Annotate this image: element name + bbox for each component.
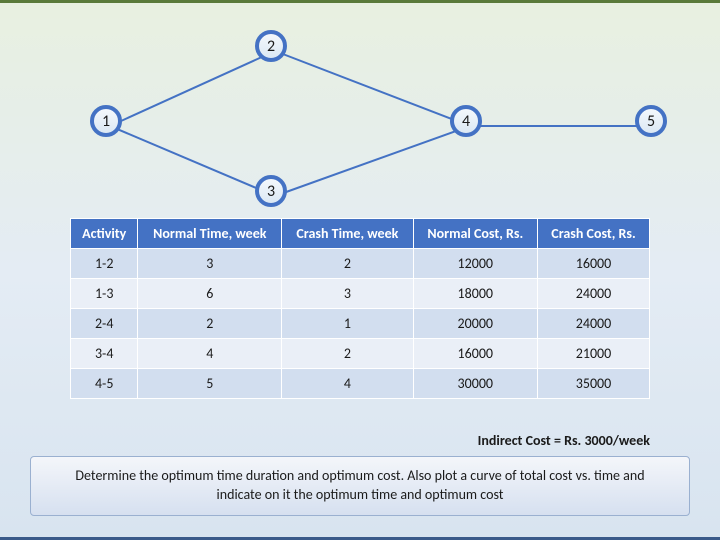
- table-row: 3-4421600021000: [71, 339, 650, 369]
- activity-table-container: ActivityNormal Time, weekCrash Time, wee…: [70, 218, 650, 399]
- table-header-row: ActivityNormal Time, weekCrash Time, wee…: [71, 219, 650, 249]
- question-text-box: Determine the optimum time duration and …: [30, 456, 690, 516]
- table-column-header: Activity: [71, 219, 138, 249]
- table-cell: 1-3: [71, 279, 138, 309]
- activity-table: ActivityNormal Time, weekCrash Time, wee…: [70, 218, 650, 399]
- table-cell: 18000: [413, 279, 538, 309]
- network-edge: [275, 50, 471, 127]
- network-node: 5: [635, 105, 667, 137]
- table-cell: 4: [138, 339, 282, 369]
- table-cell: 20000: [413, 309, 538, 339]
- table-cell: 16000: [413, 339, 538, 369]
- table-cell: 5: [138, 369, 282, 399]
- table-column-header: Normal Time, week: [138, 219, 282, 249]
- table-cell: 6: [138, 279, 282, 309]
- table-cell: 35000: [538, 369, 650, 399]
- network-node: 2: [255, 30, 287, 62]
- table-row: 4-5543000035000: [71, 369, 650, 399]
- table-row: 1-3631800024000: [71, 279, 650, 309]
- table-column-header: Crash Time, week: [282, 219, 413, 249]
- table-cell: 4-5: [71, 369, 138, 399]
- table-cell: 4: [282, 369, 413, 399]
- network-edge: [275, 125, 471, 197]
- network-edge: [110, 125, 276, 197]
- table-cell: 1: [282, 309, 413, 339]
- network-node: 4: [450, 105, 482, 137]
- table-cell: 1-2: [71, 249, 138, 279]
- table-cell: 2: [138, 309, 282, 339]
- table-row: 1-2321200016000: [71, 249, 650, 279]
- table-cell: 24000: [538, 279, 650, 309]
- table-cell: 2: [282, 249, 413, 279]
- network-edge: [110, 50, 276, 127]
- activity-network-diagram: 12345: [80, 25, 680, 195]
- table-row: 2-4212000024000: [71, 309, 650, 339]
- network-node: 3: [255, 175, 287, 207]
- table-cell: 30000: [413, 369, 538, 399]
- table-body: 1-23212000160001-36318000240002-42120000…: [71, 249, 650, 399]
- table-cell: 3: [282, 279, 413, 309]
- network-node: 1: [90, 105, 122, 137]
- table-cell: 16000: [538, 249, 650, 279]
- table-cell: 2-4: [71, 309, 138, 339]
- table-cell: 2: [282, 339, 413, 369]
- table-cell: 3: [138, 249, 282, 279]
- table-cell: 12000: [413, 249, 538, 279]
- table-cell: 3-4: [71, 339, 138, 369]
- network-edge: [470, 125, 655, 127]
- slide-border-top: [0, 0, 720, 3]
- table-cell: 21000: [538, 339, 650, 369]
- table-column-header: Crash Cost, Rs.: [538, 219, 650, 249]
- indirect-cost-text: Indirect Cost = Rs. 3000/week: [478, 432, 650, 449]
- table-cell: 24000: [538, 309, 650, 339]
- table-column-header: Normal Cost, Rs.: [413, 219, 538, 249]
